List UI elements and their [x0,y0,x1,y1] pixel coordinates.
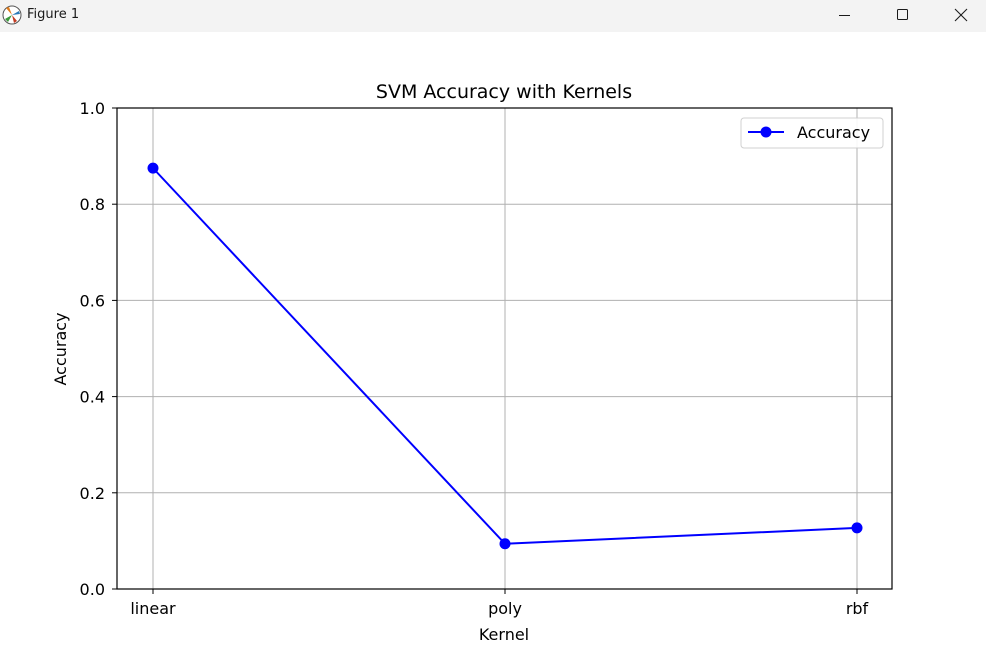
minimize-icon [839,15,850,16]
data-point [499,538,511,550]
data-point [147,162,159,174]
y-axis-label: Accuracy [51,312,70,385]
figure-canvas: SVM Accuracy with Kernels 0.0 0.2 0.4 0.6 0.… [0,32,986,657]
grid-lines [117,107,892,590]
x-tick-label: rbf [846,599,869,618]
legend-frame [740,117,884,149]
y-tick-label: 0.6 [80,291,105,310]
x-axis-label: Kernel [479,625,529,644]
legend-marker [760,126,772,138]
maximize-button[interactable] [880,0,926,30]
minimize-button[interactable] [822,0,868,30]
x-tick-label: linear [130,599,176,618]
y-tick-label: 0.4 [80,388,105,407]
window-titlebar: Figure 1 [0,0,986,32]
window-title: Figure 1 [27,7,80,22]
series-layer [147,162,863,550]
legend: Accuracy [740,117,884,149]
matplotlib-icon [2,5,22,25]
y-tick-label: 0.0 [80,580,105,599]
y-tick-label: 0.2 [80,484,105,503]
chart-title: SVM Accuracy with Kernels [376,81,632,103]
legend-entry-accuracy: Accuracy [797,123,870,142]
line-chart: SVM Accuracy with Kernels 0.00.20.40.60.… [51,81,893,644]
y-tick-label: 0.8 [80,195,105,214]
y-tick-label: 1.0 [80,99,105,118]
y-axis: 0.0 0.2 0.4 0.6 0.8 1.0 [80,99,117,599]
x-axis: linear poly rbf [130,589,869,618]
close-icon [954,8,968,22]
close-button[interactable] [938,0,984,30]
maximize-icon [897,9,908,20]
x-tick-label: poly [488,599,522,618]
data-point [851,522,863,534]
